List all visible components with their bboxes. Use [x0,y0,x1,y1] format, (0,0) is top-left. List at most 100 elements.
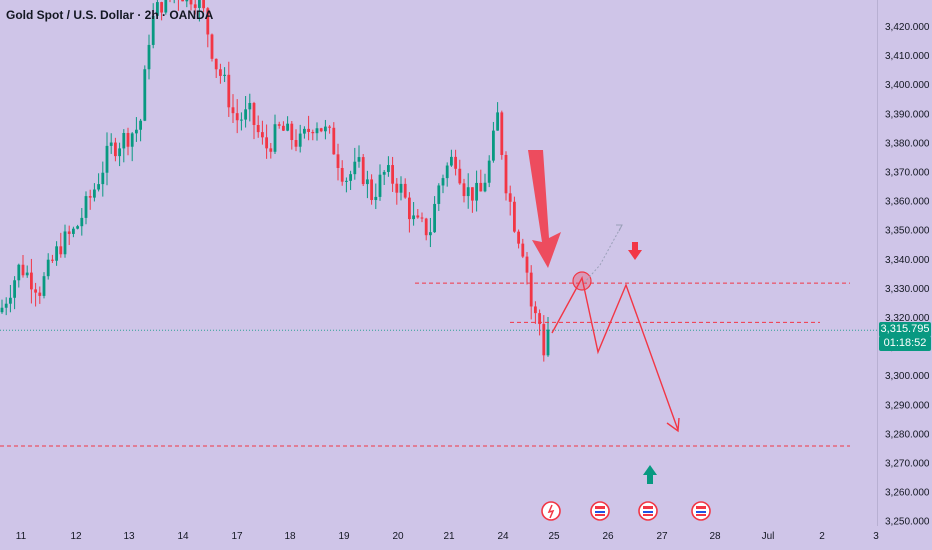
candle-body [437,185,441,204]
flag-stripe-icon [696,506,706,509]
y-tick-label: 3,320.000 [885,313,930,324]
x-tick-label: 14 [177,531,189,542]
candle-body [109,142,113,146]
candle-body [332,127,336,155]
y-tick-label: 3,330.000 [885,284,930,295]
candle-body [378,174,382,197]
candle-body [319,128,323,132]
candle-body [42,276,46,296]
candle-body [147,44,151,70]
candle-body [59,246,63,255]
candle-body [433,203,436,233]
candle-body [244,109,247,120]
candle-body [294,140,298,147]
flag-stripe-icon [696,511,706,513]
candle-body [114,142,117,157]
candle-body [408,197,411,220]
candle-body [349,174,352,181]
candle-body [521,243,525,257]
flag-stripe-icon [643,506,653,509]
y-tick-label: 3,370.000 [885,168,930,179]
buy-marker-icon [643,465,657,475]
candle-body [80,217,84,227]
plot-area[interactable] [0,0,878,526]
candle-body [122,132,126,149]
candle-body [261,132,264,138]
candle-body [118,148,121,157]
y-tick-label: 3,300.000 [885,371,930,382]
y-tick-label: 3,400.000 [885,80,930,91]
alt-path-annotation [583,224,623,284]
candle-body [366,179,369,185]
candle-body [105,145,109,173]
candle-body [328,126,331,128]
y-tick-label: 3,340.000 [885,255,930,266]
y-tick-label: 3,390.000 [885,109,930,120]
candle-body [219,69,222,76]
y-tick-label: 3,410.000 [885,51,930,62]
candle-body [416,215,420,218]
x-tick-label: 27 [656,531,668,542]
candle-body [445,165,449,179]
projection-path [551,276,679,431]
candle-body [361,157,365,185]
candle-body [248,102,252,110]
candle-body [88,196,92,198]
candle-body [130,133,134,147]
y-tick-label: 3,420.000 [885,22,930,33]
candle-body [273,124,277,152]
candle-body [17,264,21,281]
candle-body [240,119,243,121]
candle-body [156,2,159,16]
flag-stripe-icon [643,514,653,516]
candle-body [466,187,470,197]
candle-body [517,231,520,244]
flag-stripe-icon [595,511,605,513]
x-tick-label: 13 [123,531,135,542]
candle-body [235,113,239,121]
projection-arrowhead [666,417,680,433]
candle-body [227,74,231,108]
candle-body [487,160,491,183]
y-tick-label: 3,360.000 [885,197,930,208]
candle-body [458,168,462,184]
candle-body [496,112,499,131]
candle-body [189,0,193,5]
candle-body [256,125,260,133]
x-tick-label: 18 [284,531,296,542]
candle-body [542,324,546,356]
price-axis[interactable]: 3,250.000 3,260.000 3,270.000 3,280.000 3,29… [878,0,932,526]
candle-body [223,74,226,76]
candle-body [193,4,197,8]
candle-body [454,156,457,169]
candle-body [357,157,361,162]
candle-body [277,124,281,126]
candle-body [282,125,285,131]
candle-body [412,215,415,220]
candle-body [424,218,428,236]
candle-body [25,272,29,276]
y-tick-label: 3,260.000 [885,488,930,499]
candle-body [21,264,25,276]
candle-body [399,183,403,193]
x-tick-label: 19 [338,531,350,542]
flag-stripe-icon [595,514,605,516]
candle-body [462,183,466,197]
candle-body [471,187,474,201]
time-axis[interactable] [0,526,932,550]
y-tick-label: 3,380.000 [885,138,930,149]
candle-body [160,2,163,13]
candle-body [51,259,54,261]
candle-body [269,148,273,152]
candle-body [55,246,58,261]
candle-body [403,183,407,198]
candle-body [324,126,327,132]
candle-body [265,137,268,149]
candle-body [164,0,168,13]
candle-body [76,226,79,229]
candle-body [63,231,67,255]
x-tick-label: 26 [602,531,614,542]
alt-path-arrowhead [616,224,623,232]
candle-body [307,128,310,132]
